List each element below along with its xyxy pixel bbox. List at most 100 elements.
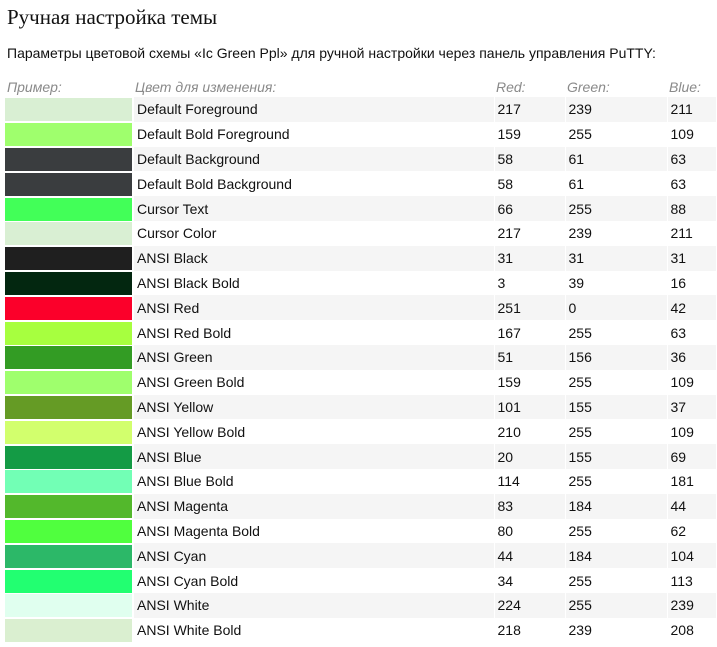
color-name: ANSI Cyan <box>133 543 495 569</box>
color-swatch <box>5 371 132 395</box>
table-row: ANSI Red 251 0 42 <box>5 295 717 321</box>
color-swatch <box>5 395 132 419</box>
red-value: 159 <box>494 121 566 147</box>
table-row: ANSI White Bold 218 239 208 <box>5 617 717 643</box>
green-value: 155 <box>565 394 668 420</box>
blue-value: 211 <box>667 97 717 122</box>
color-sample-cell <box>5 245 134 271</box>
blue-value: 88 <box>667 196 717 221</box>
color-sample-cell <box>5 270 134 296</box>
color-sample-cell <box>5 419 134 445</box>
color-name: Default Foreground <box>133 97 495 122</box>
blue-value: 109 <box>667 121 717 147</box>
color-name: ANSI Black Bold <box>133 270 495 296</box>
table-row: Cursor Color 217 239 211 <box>5 220 717 246</box>
green-value: 184 <box>565 493 668 519</box>
color-sample-cell <box>5 121 134 147</box>
table-row: ANSI Yellow 101 155 37 <box>5 394 717 420</box>
blue-value: 181 <box>667 468 717 494</box>
green-value: 239 <box>565 220 668 246</box>
red-value: 159 <box>494 369 566 395</box>
red-value: 114 <box>494 468 566 494</box>
green-value: 255 <box>565 518 668 544</box>
red-value: 224 <box>494 592 566 618</box>
red-value: 31 <box>494 245 566 271</box>
red-value: 66 <box>494 196 566 221</box>
header-blue: Blue: <box>669 79 701 95</box>
blue-value: 42 <box>667 295 717 321</box>
blue-value: 16 <box>667 270 717 296</box>
green-value: 239 <box>565 617 668 643</box>
red-value: 58 <box>494 146 566 172</box>
color-sample-cell <box>5 344 134 370</box>
red-value: 210 <box>494 419 566 445</box>
color-sample-cell <box>5 394 134 420</box>
blue-value: 113 <box>667 568 717 593</box>
table-row: ANSI White 224 255 239 <box>5 592 717 618</box>
table-row: Default Bold Background 58 61 63 <box>5 171 717 197</box>
red-value: 44 <box>494 543 566 569</box>
blue-value: 37 <box>667 394 717 420</box>
color-name: ANSI Blue <box>133 444 495 469</box>
table-row: ANSI Green 51 156 36 <box>5 344 717 370</box>
color-name: ANSI Black <box>133 245 495 271</box>
red-value: 20 <box>494 444 566 469</box>
color-name: Default Background <box>133 146 495 172</box>
table-row: ANSI Green Bold 159 255 109 <box>5 369 717 395</box>
color-sample-cell <box>5 568 134 593</box>
table-row: ANSI Cyan Bold 34 255 113 <box>5 568 717 593</box>
color-swatch <box>5 147 132 171</box>
color-swatch <box>5 222 132 246</box>
color-swatch <box>5 544 132 568</box>
color-name: ANSI Red Bold <box>133 320 495 345</box>
red-value: 80 <box>494 518 566 544</box>
table-row: Default Background 58 61 63 <box>5 146 717 172</box>
table-row: ANSI Magenta 83 184 44 <box>5 493 717 519</box>
color-sample-cell <box>5 468 134 494</box>
color-sample-cell <box>5 171 134 197</box>
color-swatch <box>5 495 132 519</box>
green-value: 184 <box>565 543 668 569</box>
color-swatch <box>5 172 132 196</box>
color-swatch <box>5 470 132 494</box>
color-swatch <box>5 619 132 643</box>
green-value: 0 <box>565 295 668 321</box>
green-value: 255 <box>565 568 668 593</box>
color-sample-cell <box>5 369 134 395</box>
red-value: 3 <box>494 270 566 296</box>
color-swatch <box>5 296 132 320</box>
color-name: ANSI Yellow <box>133 394 495 420</box>
color-sample-cell <box>5 97 134 122</box>
blue-value: 36 <box>667 344 717 370</box>
green-value: 255 <box>565 592 668 618</box>
table-row: ANSI Cyan 44 184 104 <box>5 543 717 569</box>
color-name: ANSI Green Bold <box>133 369 495 395</box>
color-sample-cell <box>5 320 134 345</box>
table-body: Default Foreground 217 239 211 Default Bold … <box>5 97 717 643</box>
red-value: 251 <box>494 295 566 321</box>
color-sample-cell <box>5 592 134 618</box>
color-sample-cell <box>5 196 134 221</box>
color-name: Cursor Color <box>133 220 495 246</box>
blue-value: 62 <box>667 518 717 544</box>
table-row: ANSI Blue Bold 114 255 181 <box>5 468 717 494</box>
blue-value: 44 <box>667 493 717 519</box>
blue-value: 69 <box>667 444 717 469</box>
color-swatch <box>5 346 132 370</box>
green-value: 255 <box>565 121 668 147</box>
color-name: Default Bold Background <box>133 171 495 197</box>
table-row: ANSI Red Bold 167 255 63 <box>5 320 717 345</box>
color-name: Cursor Text <box>133 196 495 221</box>
color-swatch <box>5 123 132 147</box>
green-value: 39 <box>565 270 668 296</box>
color-sample-cell <box>5 543 134 569</box>
color-sample-cell <box>5 444 134 469</box>
color-name: ANSI Cyan Bold <box>133 568 495 593</box>
green-value: 155 <box>565 444 668 469</box>
green-value: 255 <box>565 419 668 445</box>
color-name: ANSI Magenta Bold <box>133 518 495 544</box>
green-value: 31 <box>565 245 668 271</box>
color-swatch <box>5 197 132 221</box>
blue-value: 239 <box>667 592 717 618</box>
green-value: 255 <box>565 369 668 395</box>
